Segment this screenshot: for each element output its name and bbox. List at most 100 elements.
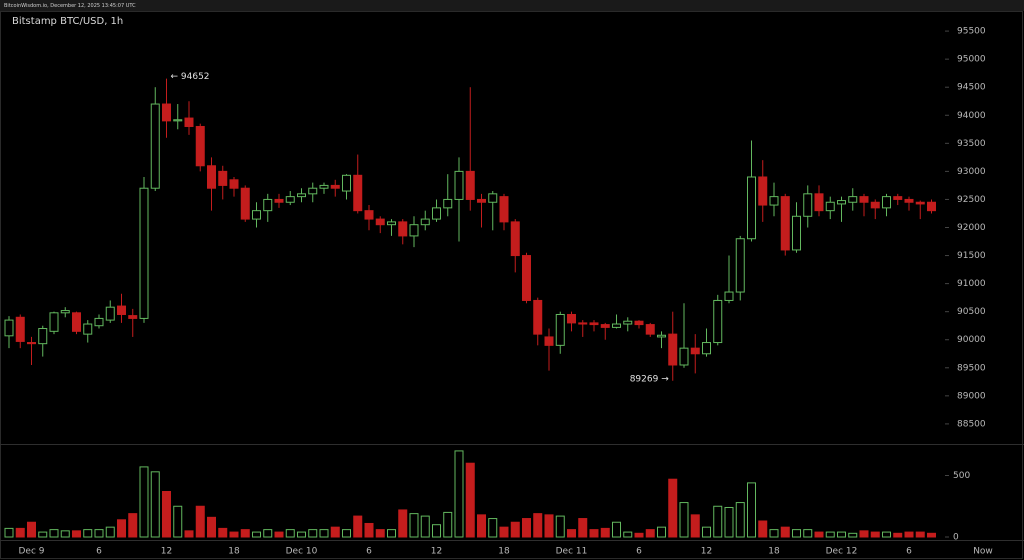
candle-body	[308, 187, 318, 195]
volume-bar	[848, 532, 858, 538]
y-tick-label: 88500	[957, 419, 986, 429]
volume-bar	[499, 526, 509, 538]
y-tick-label: 95500	[957, 27, 986, 37]
low-annotation: 89269 →	[630, 374, 669, 384]
volume-bar	[285, 529, 295, 538]
candle-body	[488, 193, 498, 203]
candle-body	[240, 187, 250, 220]
x-tick-label: Dec 11	[556, 547, 588, 557]
volume-bar	[387, 529, 396, 538]
candle-body	[252, 210, 261, 220]
volume-bar	[668, 478, 678, 538]
x-tick-label: 12	[701, 547, 712, 557]
y-tick-label: 91500	[957, 251, 986, 261]
candle-body	[803, 193, 813, 217]
high-annotation: ← 94652	[171, 72, 210, 82]
volume-bar	[297, 531, 306, 538]
chart-frame	[0, 11, 1023, 559]
volume-bar	[330, 526, 340, 538]
candle-body	[297, 193, 306, 198]
x-tick-label: 18	[498, 547, 510, 557]
candle-body	[229, 179, 239, 189]
volume-bar	[578, 518, 588, 538]
candle-body	[263, 198, 273, 212]
volume-tick-label: 0	[953, 533, 959, 543]
volume-bar	[60, 530, 70, 538]
candle-body	[83, 323, 93, 335]
candle-body	[432, 207, 441, 220]
volume-bar	[443, 511, 453, 538]
candle-body	[274, 198, 284, 203]
volume-bar	[465, 462, 475, 538]
volume-bar	[859, 530, 869, 538]
candle-body	[792, 215, 801, 251]
volume-bar	[207, 516, 216, 538]
candle-body	[904, 198, 914, 203]
volume-bar	[308, 529, 318, 538]
volume-bar	[195, 505, 205, 538]
volume-bar	[747, 482, 756, 538]
x-tick-label: 6	[636, 547, 642, 557]
volume-bar	[342, 529, 351, 538]
candle-body	[218, 170, 228, 186]
candle-body	[735, 238, 745, 293]
candle-body	[454, 170, 464, 200]
x-tick-label: 18	[768, 547, 780, 557]
candle-body	[139, 187, 149, 319]
x-tick-label: 12	[431, 547, 442, 557]
volume-bar	[173, 505, 183, 538]
volume-bar	[702, 526, 711, 538]
candle-body	[713, 299, 723, 344]
y-tick-label: 95000	[957, 55, 986, 65]
x-tick-label: 6	[366, 547, 372, 557]
x-tick-label: Dec 9	[18, 547, 44, 557]
candle-body	[49, 312, 59, 332]
volume-bar	[432, 524, 441, 538]
volume-bar	[780, 526, 790, 538]
volume-bar	[544, 514, 554, 538]
volume-bar	[27, 521, 36, 538]
volume-bar	[218, 527, 228, 538]
y-tick-label: 90500	[957, 307, 986, 317]
volume-bar	[252, 531, 261, 538]
candle-body	[589, 322, 599, 326]
volume-bar	[117, 519, 126, 538]
candle-body	[105, 306, 115, 321]
y-tick-label: 92500	[957, 195, 986, 205]
volume-bar	[623, 531, 633, 538]
volume-bar	[645, 529, 655, 538]
candle-body	[825, 201, 835, 212]
volume-bar	[49, 529, 59, 538]
volume-bar	[454, 450, 464, 538]
volume-bar	[735, 502, 745, 538]
volume-bar	[398, 509, 408, 538]
candle-body	[38, 328, 48, 345]
volume-bar	[128, 513, 138, 538]
volume-bar	[724, 506, 734, 538]
volume-bar	[825, 531, 835, 538]
candle-body	[724, 291, 734, 301]
volume-bar	[38, 531, 48, 538]
volume-bar	[612, 521, 621, 538]
candle-body	[364, 210, 374, 220]
candle-body	[837, 200, 846, 205]
x-tick-label: 12	[161, 547, 172, 557]
volume-bar	[589, 529, 599, 538]
volume-bar	[567, 529, 576, 538]
candle-body	[769, 196, 779, 206]
volume-bar	[882, 531, 891, 538]
volume-bar	[240, 529, 250, 538]
volume-bar	[420, 515, 430, 538]
volume-bar	[83, 529, 93, 538]
candle-body	[72, 312, 81, 332]
volume-bar	[184, 530, 194, 538]
candle-body	[195, 125, 205, 167]
candle-body	[117, 305, 126, 315]
candle-body	[645, 324, 655, 335]
candle-body	[522, 255, 531, 301]
chart-title: Bitstamp BTC/USD, 1h	[12, 16, 123, 27]
x-tick-label: 6	[906, 547, 912, 557]
volume-bar	[679, 502, 689, 538]
candle-body	[612, 323, 621, 328]
